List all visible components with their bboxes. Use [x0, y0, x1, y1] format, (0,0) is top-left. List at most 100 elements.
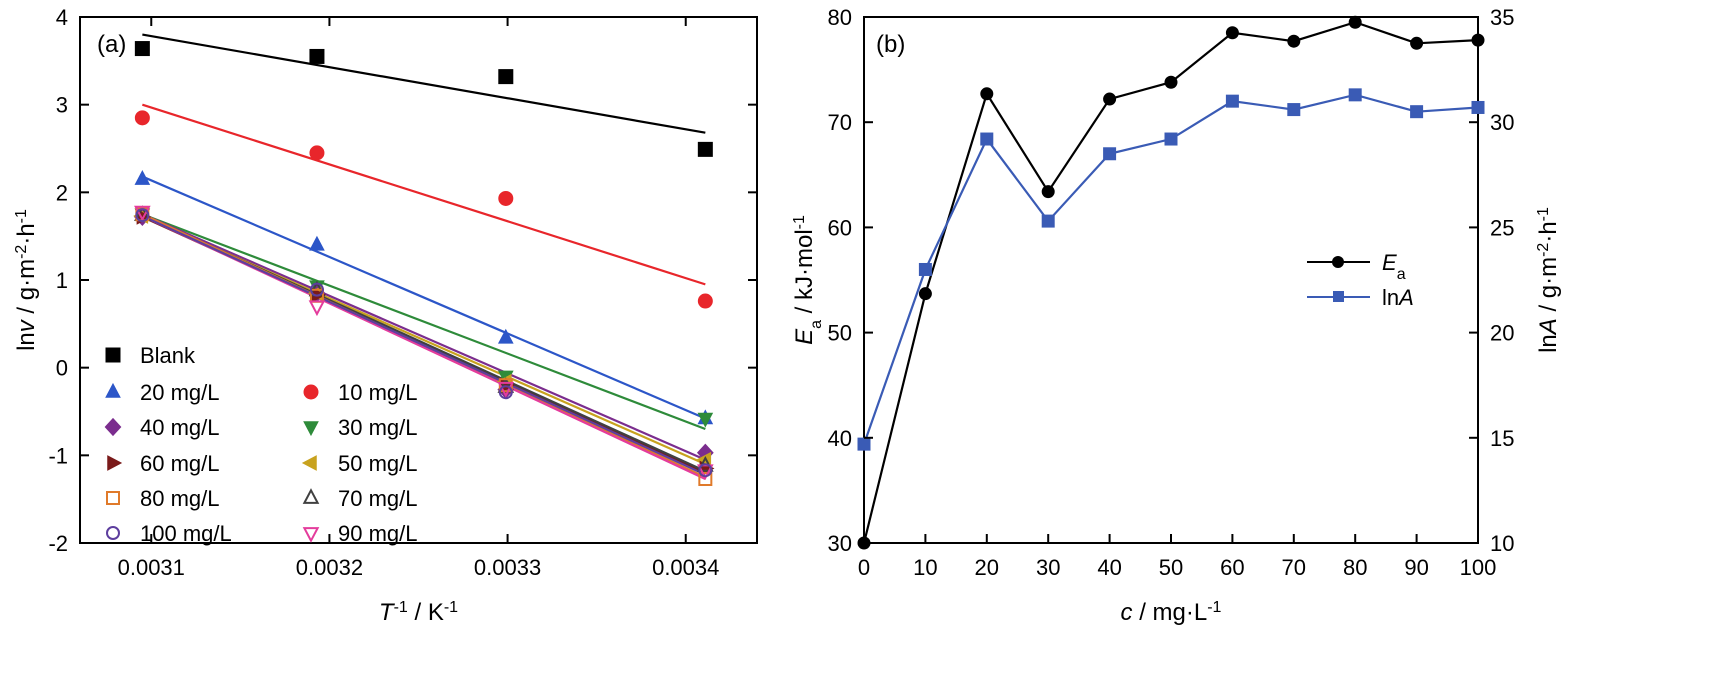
- point-ea: [980, 87, 994, 101]
- point-lna: [1410, 105, 1424, 119]
- y-tick-label: -1: [48, 443, 68, 468]
- legend-label-80-mg-l: 80 mg/L: [140, 486, 220, 511]
- point-20-mg-l: [134, 170, 151, 185]
- y-tick-label: 4: [56, 5, 68, 30]
- legend-label-10-mg-l: 10 mg/L: [338, 380, 418, 405]
- chart-a-x-axis-label: T-1 / K-1: [379, 599, 458, 627]
- legend-marker-90-mg-l: [302, 527, 320, 543]
- chart-b: 0 10 20 30 40 50 60 70 80 90 100 30 40 50 60 70 80 10 15 20…: [791, 5, 1563, 626]
- left-y-tick-label: 30: [828, 531, 852, 556]
- point-ea: [1471, 33, 1485, 47]
- legend-marker-100-mg-l: [106, 526, 120, 540]
- legend-marker-blank: [105, 347, 121, 363]
- x-tick-label: 60: [1220, 555, 1244, 580]
- legend-label-ea: Ea: [1382, 250, 1406, 283]
- legend-marker-60-mg-l: [107, 455, 123, 471]
- point-ea: [1225, 26, 1239, 40]
- point-ea: [1410, 36, 1424, 50]
- right-y-tick-label: 10: [1490, 531, 1514, 556]
- point-lna: [1225, 94, 1239, 108]
- point-lna: [1103, 147, 1117, 161]
- chart-b-legend: Ea lnA: [1307, 250, 1414, 310]
- x-tick-label: 0.0031: [118, 555, 185, 580]
- right-y-tick-label: 15: [1490, 426, 1514, 451]
- chart-b-markers: [857, 15, 1485, 550]
- chart-a: 0.0031 0.0032 0.0033 0.0034 -2 -1 0 1 2 3 4 (a) Bl…: [13, 5, 758, 626]
- point-lna: [857, 437, 871, 451]
- point-blank: [309, 48, 325, 64]
- point-10-mg-l: [697, 293, 713, 309]
- legend-label-90-mg-l: 90 mg/L: [338, 521, 418, 546]
- point-blank: [697, 141, 713, 157]
- legend-marker-20-mg-l: [105, 382, 121, 398]
- legend-label-70-mg-l: 70 mg/L: [338, 486, 418, 511]
- chart-b-ticks: 0 10 20 30 40 50 60 70 80 90 100 30 40 50 60 70 80 10 15 20…: [828, 5, 1515, 580]
- point-100-mg-l: [698, 463, 713, 478]
- left-y-tick-label: 60: [828, 215, 852, 240]
- point-lna: [918, 262, 932, 276]
- y-tick-label: 2: [56, 180, 68, 205]
- chart-a-ticks: 0.0031 0.0032 0.0033 0.0034 -2 -1 0 1 2 3 4: [48, 5, 757, 580]
- point-lna: [1041, 214, 1055, 228]
- fit-line-20-mg-l: [141, 175, 706, 420]
- legend-label-20-mg-l: 20 mg/L: [140, 380, 220, 405]
- point-ea: [918, 287, 932, 301]
- x-tick-label: 40: [1097, 555, 1121, 580]
- y-tick-label: 3: [56, 93, 68, 118]
- point-lna: [1471, 100, 1485, 114]
- point-90-mg-l: [308, 300, 326, 317]
- point-90-mg-l: [134, 205, 151, 222]
- x-tick-label: 0.0034: [652, 555, 719, 580]
- point-10-mg-l: [309, 145, 325, 161]
- point-80-mg-l: [698, 472, 713, 487]
- chart-a-panel-label: (a): [97, 31, 126, 58]
- fit-line-blank: [142, 33, 706, 134]
- x-tick-label: 50: [1159, 555, 1183, 580]
- legend-label-60-mg-l: 60 mg/L: [140, 451, 220, 476]
- chart-a-fit-lines: [141, 33, 706, 480]
- series-line-ea: [862, 21, 1479, 544]
- left-y-tick-label: 70: [828, 110, 852, 135]
- point-100-mg-l: [309, 282, 324, 297]
- fit-line-30-mg-l: [141, 213, 706, 431]
- point-lna: [1164, 132, 1178, 146]
- legend-marker-ea: [1332, 256, 1344, 268]
- y-tick-label: 0: [56, 356, 68, 381]
- legend-label-blank: Blank: [140, 343, 196, 368]
- x-tick-label: 20: [975, 555, 999, 580]
- legend-marker-30-mg-l: [303, 421, 319, 437]
- x-tick-label: 30: [1036, 555, 1060, 580]
- legend-label-50-mg-l: 50 mg/L: [338, 451, 418, 476]
- point-lna: [1287, 103, 1301, 117]
- point-ea: [1348, 15, 1362, 29]
- fit-line-10-mg-l: [142, 103, 706, 286]
- right-y-tick-label: 25: [1490, 215, 1514, 240]
- x-tick-label: 90: [1404, 555, 1428, 580]
- y-tick-label: 1: [56, 268, 68, 293]
- fit-line-40-mg-l: [141, 213, 706, 461]
- left-y-tick-label: 50: [828, 321, 852, 346]
- point-90-mg-l: [697, 464, 714, 481]
- legend-label-100-mg-l: 100 mg/L: [140, 521, 232, 546]
- point-100-mg-l: [135, 208, 150, 223]
- legend-marker-70-mg-l: [302, 488, 320, 504]
- legend-marker-10-mg-l: [303, 384, 319, 400]
- legend-label-lna: lnA: [1382, 285, 1414, 310]
- chart-b-plot-frame: [863, 16, 1479, 544]
- point-ea: [1103, 92, 1117, 106]
- chart-a-y-axis-label: lnv / g·m-2·h-1: [13, 209, 41, 351]
- chart-a-markers: [133, 41, 715, 487]
- point-ea: [1041, 185, 1055, 199]
- x-tick-label: 80: [1343, 555, 1367, 580]
- point-10-mg-l: [498, 190, 514, 206]
- x-tick-label: 10: [913, 555, 937, 580]
- chart-b-left-y-axis-label: Ea / kJ·mol-1: [791, 215, 825, 345]
- chart-b-right-y-axis-label: lnA / g·m-2·h-1: [1535, 207, 1563, 353]
- legend-label-40-mg-l: 40 mg/L: [140, 415, 220, 440]
- x-tick-label: 100: [1460, 555, 1497, 580]
- y-tick-label: -2: [48, 531, 68, 556]
- point-ea: [1164, 75, 1178, 89]
- point-blank: [134, 41, 150, 57]
- legend-marker-lna: [1333, 291, 1344, 302]
